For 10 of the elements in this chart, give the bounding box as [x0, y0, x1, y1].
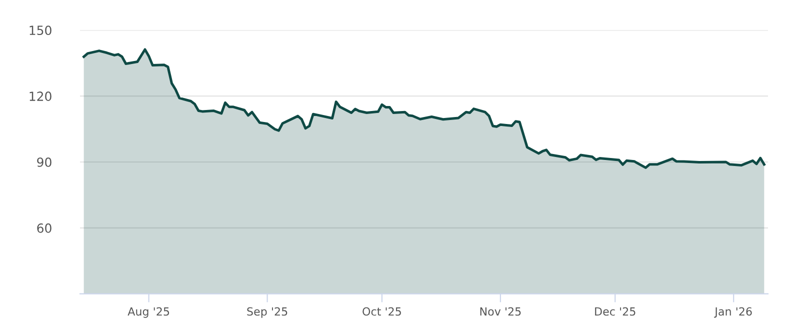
x-tick-label: Sep '25 [247, 307, 288, 318]
x-tick-label: Aug '25 [128, 307, 170, 318]
y-tick-label: 150 [30, 26, 52, 36]
x-tick-label: Oct '25 [362, 307, 401, 316]
y-tick-label: 60 [37, 223, 52, 233]
x-tick-label: Nov '25 [480, 307, 521, 316]
y-tick-label: 120 [30, 92, 52, 101]
x-tick-label: Dec '25 [595, 307, 636, 316]
x-tick-label: Jan '26 [714, 307, 752, 318]
y-tick-label: 90 [37, 157, 52, 167]
